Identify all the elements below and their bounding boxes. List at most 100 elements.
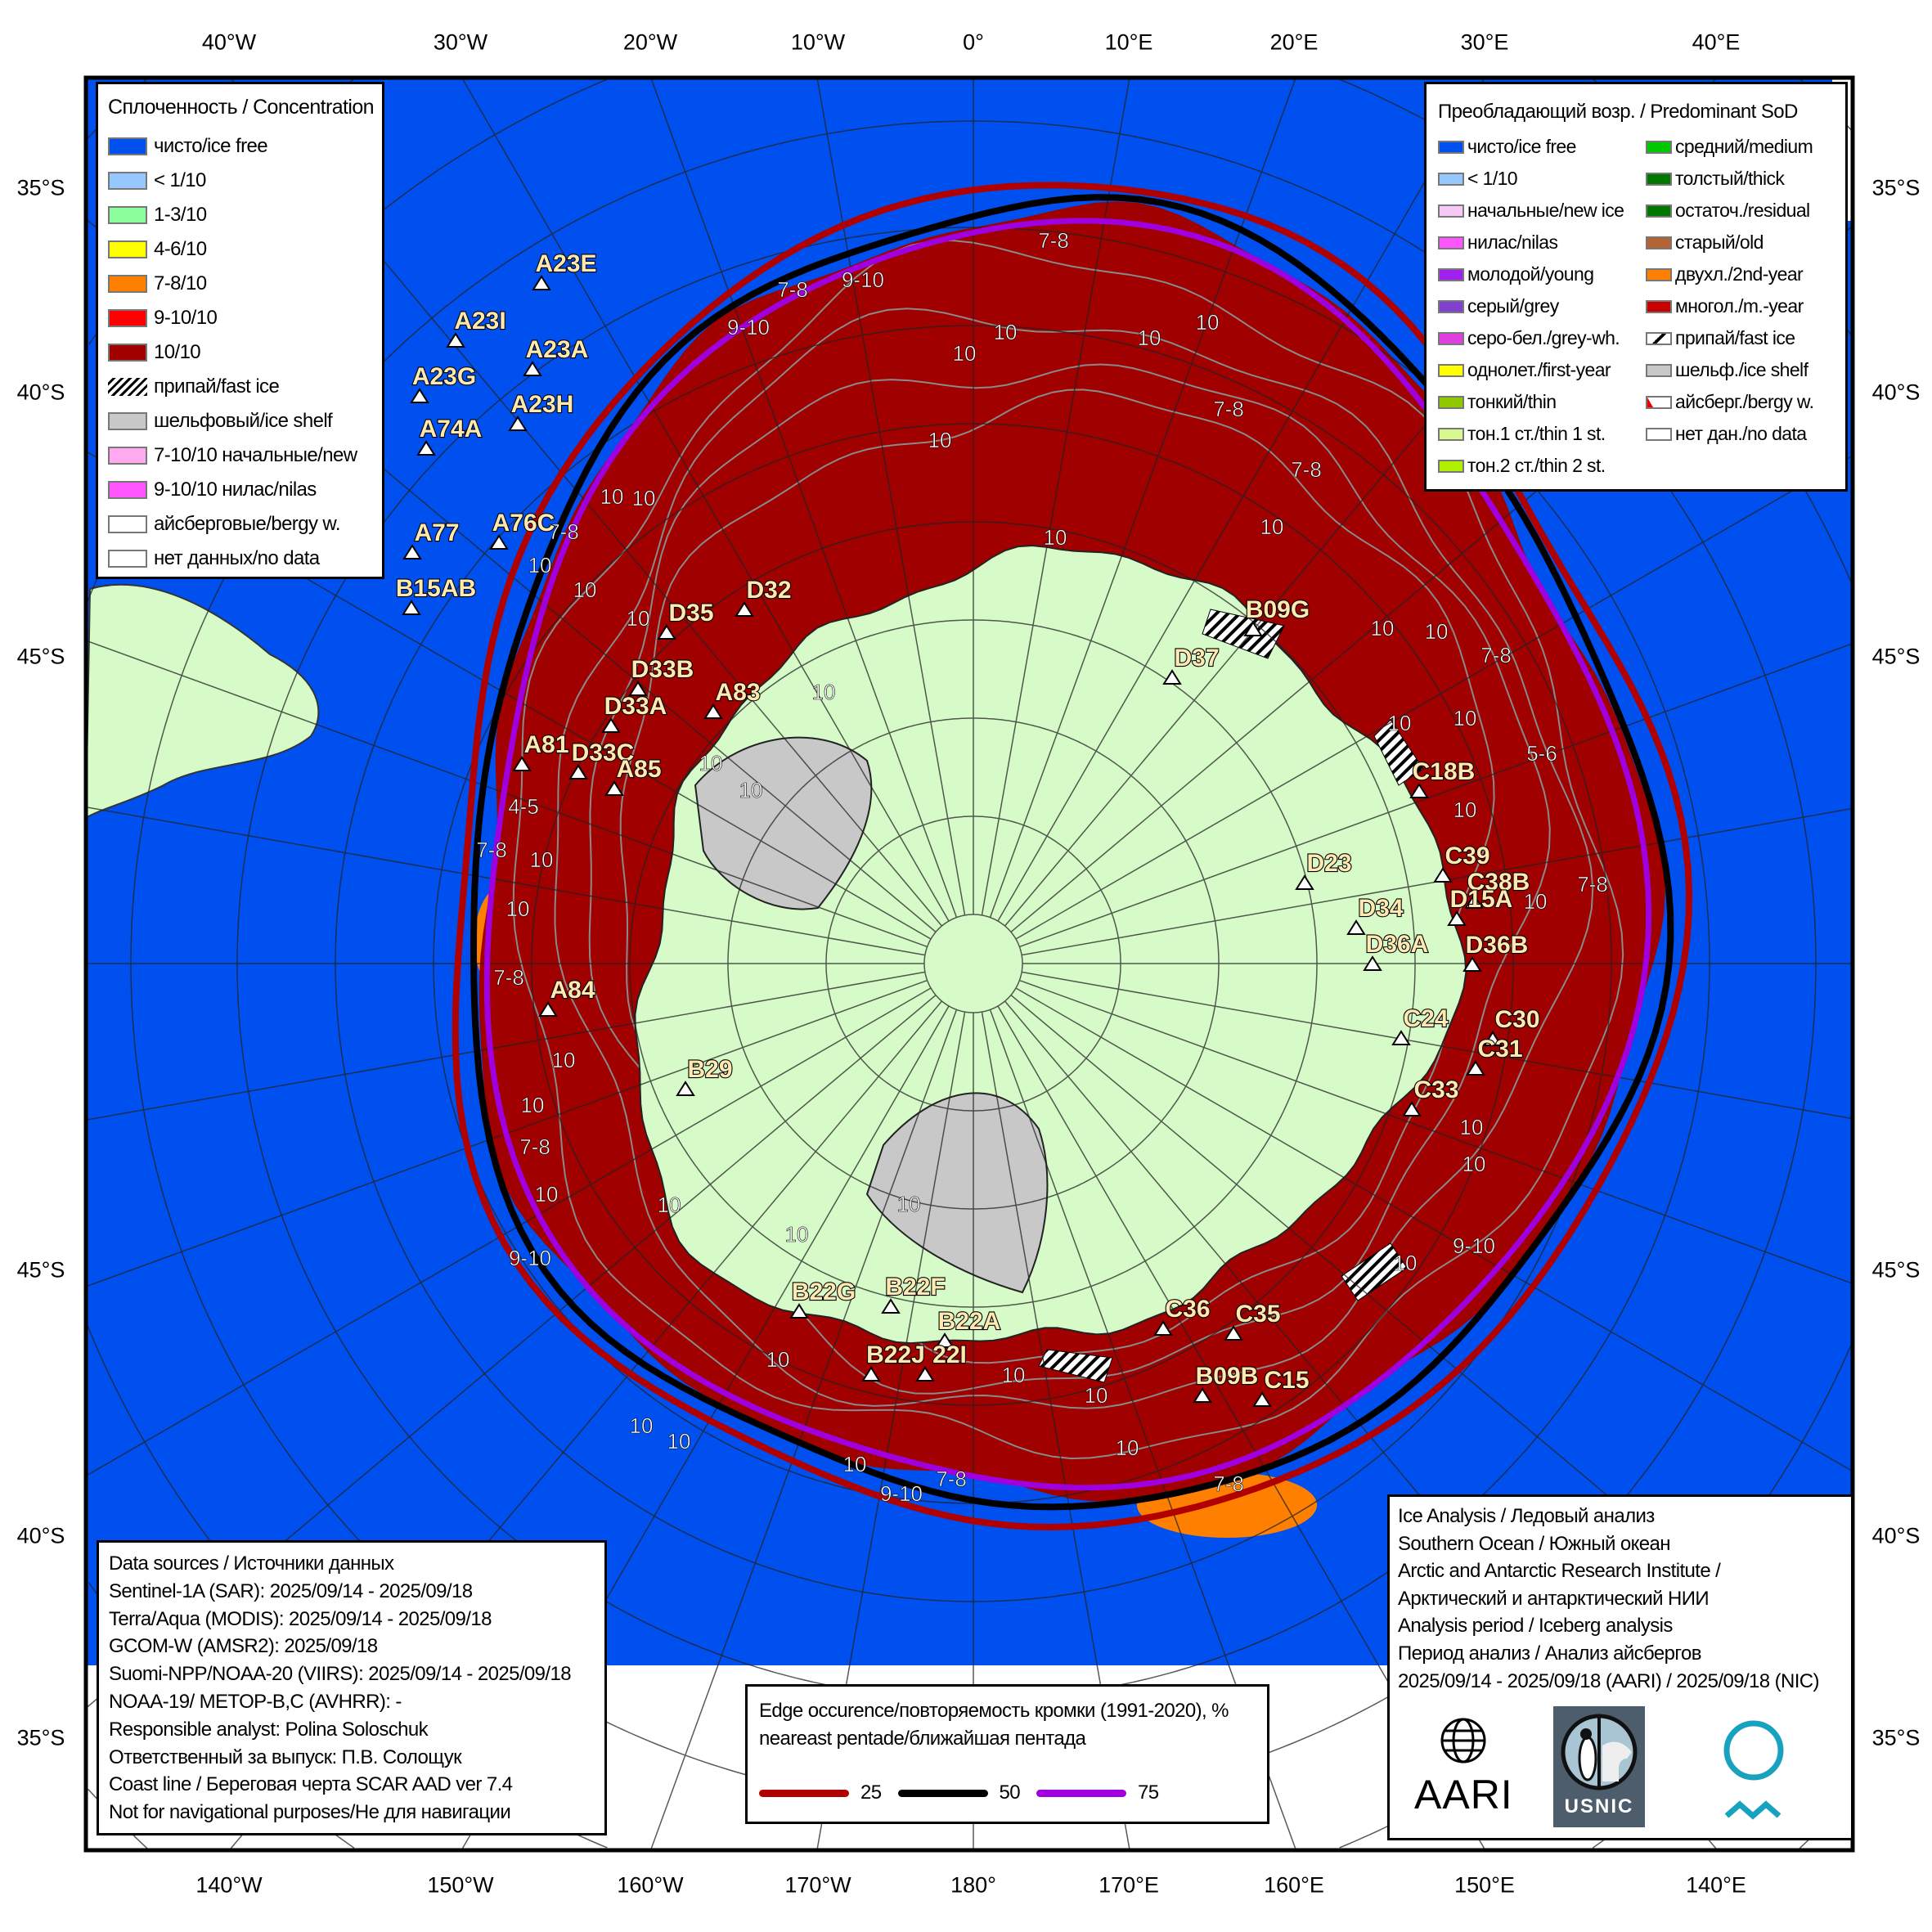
left-latitude-label: 40°S bbox=[16, 380, 65, 405]
iceberg-label: C30 bbox=[1494, 1006, 1539, 1033]
iceberg-22i[interactable]: 22I bbox=[915, 1341, 968, 1382]
iceberg-a76c[interactable]: A76C bbox=[489, 509, 555, 550]
concentration-legend-item: 4-6/10 bbox=[108, 238, 207, 260]
iceberg-triangle-icon bbox=[446, 332, 465, 348]
bottom-longitude-label: 170°E bbox=[1099, 1872, 1159, 1898]
iceberg-c18b[interactable]: C18B bbox=[1409, 757, 1476, 798]
iceberg-a77[interactable]: A77 bbox=[402, 519, 461, 559]
contour-label: 10 bbox=[1462, 1152, 1486, 1176]
contour-label: 10 bbox=[1260, 514, 1284, 539]
legend-swatch bbox=[108, 378, 147, 396]
sod-legend-item: нет дан./no data bbox=[1646, 425, 1807, 443]
iceberg-a83[interactable]: A83 bbox=[703, 678, 762, 719]
sod-legend-item: серый/grey bbox=[1438, 297, 1559, 316]
iceberg-b22j[interactable]: B22J bbox=[861, 1341, 926, 1382]
iceberg-a23a[interactable]: A23A bbox=[523, 335, 589, 376]
iceberg-triangle-icon bbox=[402, 600, 421, 615]
iceberg-b09b[interactable]: B09B bbox=[1193, 1362, 1259, 1403]
left-latitude-label: 35°S bbox=[16, 175, 65, 200]
iceberg-d23[interactable]: D23 bbox=[1295, 849, 1353, 890]
contour-label: 10 bbox=[632, 486, 656, 510]
iceberg-label: C39 bbox=[1445, 842, 1489, 869]
iceberg-c39[interactable]: C39 bbox=[1433, 842, 1491, 883]
concentration-legend-title: Сплоченность / Concentration bbox=[108, 96, 375, 119]
iceberg-b22a[interactable]: B22A bbox=[935, 1307, 1001, 1348]
iceberg-triangle-icon bbox=[1409, 783, 1429, 798]
sod-legend-item: нилас/nilas bbox=[1438, 231, 1558, 253]
contour-label: 7-8 bbox=[493, 965, 524, 990]
contour-label: 9-10 bbox=[880, 1481, 923, 1506]
contour-label: 7-8 bbox=[1213, 397, 1244, 421]
right-latitude-label: 45°S bbox=[1871, 644, 1921, 669]
iceberg-b29[interactable]: B29 bbox=[676, 1055, 734, 1096]
bottom-longitude-label: 170°W bbox=[784, 1872, 851, 1898]
iceberg-triangle-icon bbox=[1224, 1325, 1243, 1341]
iceberg-label: D37 bbox=[1174, 645, 1219, 672]
iceberg-c24[interactable]: C24 bbox=[1391, 1004, 1449, 1045]
iceberg-d37[interactable]: D37 bbox=[1162, 644, 1220, 685]
concentration-legend-item: 7-10/10 начальные/new bbox=[108, 446, 357, 465]
iceberg-b15ab[interactable]: B15AB bbox=[395, 574, 477, 615]
iceberg-a84[interactable]: A84 bbox=[538, 976, 596, 1017]
iceberg-b22f[interactable]: B22F bbox=[881, 1273, 946, 1314]
iceberg-c38b[interactable]: C38B bbox=[1464, 868, 1530, 909]
iceberg-d32[interactable]: D32 bbox=[735, 576, 793, 617]
iceberg-c31[interactable]: C31 bbox=[1466, 1035, 1524, 1076]
info-text-line: Terra/Aqua (MODIS): 2025/09/14 - 2025/09… bbox=[109, 1607, 492, 1630]
iceberg-d34[interactable]: D34 bbox=[1346, 894, 1404, 935]
legend-label: нилас/nilas bbox=[1467, 231, 1558, 253]
legend-label: начальные/new ice bbox=[1467, 200, 1624, 221]
sod-legend-item: старый/old bbox=[1646, 233, 1764, 252]
info-text-line: Analysis period / Iceberg analysis bbox=[1398, 1615, 1673, 1638]
iceberg-a23e[interactable]: A23E bbox=[532, 249, 598, 290]
iceberg-c30[interactable]: C30 bbox=[1483, 1005, 1541, 1046]
iceberg-label: A74A bbox=[420, 416, 483, 443]
iceberg-b09g[interactable]: B09G bbox=[1243, 595, 1310, 636]
iceberg-a23h[interactable]: A23H bbox=[508, 390, 574, 431]
iceberg-a74a[interactable]: A74A bbox=[416, 415, 483, 456]
contour-label: 10 bbox=[530, 847, 554, 872]
meridian-line bbox=[1015, 455, 1853, 940]
iceberg-triangle-icon bbox=[410, 388, 429, 403]
iceberg-c35[interactable]: C35 bbox=[1224, 1300, 1282, 1341]
concentration-legend-item: 9-10/10 bbox=[108, 308, 218, 328]
iceberg-triangle-icon bbox=[657, 624, 676, 640]
iceberg-a23g[interactable]: A23G bbox=[410, 362, 477, 403]
iceberg-a23i[interactable]: A23I bbox=[446, 307, 507, 348]
bottom-longitude-label: 150°W bbox=[427, 1872, 494, 1898]
iceberg-c36[interactable]: C36 bbox=[1153, 1295, 1211, 1336]
info-text-line: Coast line / Береговая черта SCAR AAD ve… bbox=[109, 1773, 513, 1796]
sod-legend-item: однолет./first-year bbox=[1438, 361, 1611, 380]
iceberg-a81[interactable]: A81 bbox=[512, 730, 570, 771]
iceberg-d33a[interactable]: D33A bbox=[601, 692, 667, 733]
legend-swatch bbox=[1646, 267, 1672, 281]
legend-label: 4-6/10 bbox=[154, 238, 207, 260]
contour-label: 9-10 bbox=[509, 1246, 551, 1270]
iceberg-d33c[interactable]: D33C bbox=[568, 739, 635, 780]
iceberg-c33[interactable]: C33 bbox=[1402, 1076, 1460, 1117]
iceberg-triangle-icon bbox=[538, 1001, 558, 1017]
legend-label: < 1/10 bbox=[1467, 168, 1518, 189]
contour-label: 10 bbox=[1138, 326, 1161, 350]
contour-label: 10 bbox=[1044, 525, 1067, 550]
iceberg-d35[interactable]: D35 bbox=[657, 599, 715, 640]
legend-label: шельфовый/ice shelf bbox=[154, 410, 333, 432]
iceberg-d36b[interactable]: D36B bbox=[1462, 931, 1529, 972]
iceberg-label: C35 bbox=[1235, 1301, 1280, 1328]
iceberg-a85[interactable]: A85 bbox=[604, 755, 663, 796]
right-latitude-label: 40°S bbox=[1871, 380, 1921, 405]
iceberg-d36a[interactable]: D36A bbox=[1363, 930, 1429, 971]
usnic-logo: USNIC bbox=[1553, 1706, 1645, 1827]
top-longitude-label: 30°W bbox=[433, 29, 488, 55]
contour-label: 10 bbox=[785, 1222, 809, 1247]
iceberg-triangle-icon bbox=[861, 1366, 881, 1382]
iceberg-triangle-icon bbox=[676, 1081, 695, 1096]
iceberg-c15[interactable]: C15 bbox=[1252, 1366, 1310, 1407]
iceberg-label: A23G bbox=[412, 363, 476, 390]
iceberg-d15a[interactable]: D15A bbox=[1447, 885, 1513, 926]
iceberg-b22g[interactable]: B22G bbox=[789, 1278, 856, 1319]
meridian-line bbox=[86, 987, 932, 1477]
iceberg-d33b[interactable]: D33B bbox=[628, 655, 694, 696]
sod-legend-item: серо-бел./grey-wh. bbox=[1438, 329, 1620, 348]
iceberg-triangle-icon bbox=[735, 601, 754, 617]
